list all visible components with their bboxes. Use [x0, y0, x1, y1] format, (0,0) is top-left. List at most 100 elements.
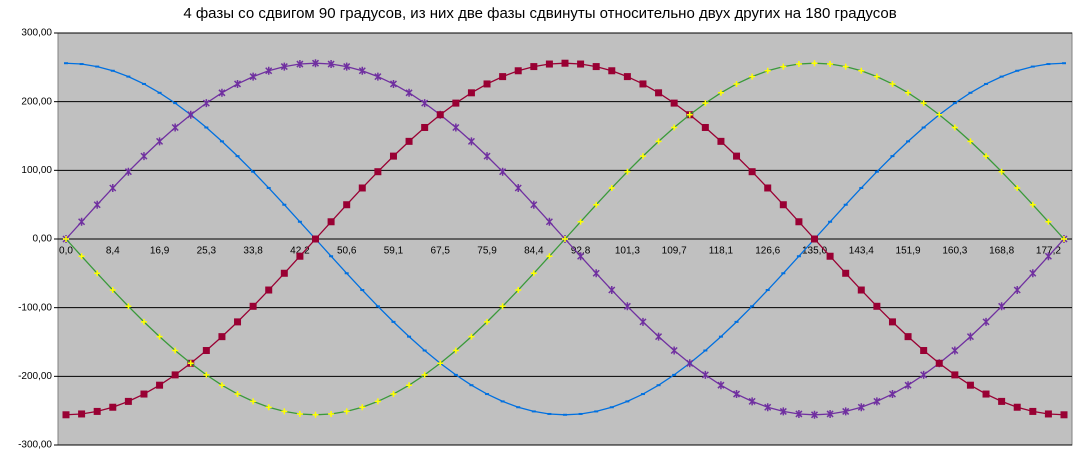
marker	[467, 137, 475, 146]
y-tick-label: 100,00	[21, 165, 52, 176]
marker	[826, 409, 834, 418]
marker	[983, 153, 990, 160]
marker	[717, 137, 725, 145]
marker	[701, 370, 709, 379]
marker	[1013, 403, 1021, 411]
marker	[78, 410, 86, 418]
marker	[421, 99, 429, 108]
marker	[966, 332, 974, 341]
marker	[452, 123, 460, 132]
marker	[265, 66, 273, 75]
marker	[545, 60, 553, 68]
x-tick-label: 118,1	[709, 246, 734, 257]
marker	[156, 381, 164, 389]
marker	[593, 201, 600, 208]
marker	[78, 217, 86, 226]
marker	[904, 333, 912, 341]
marker	[281, 408, 288, 415]
marker	[62, 411, 70, 419]
marker	[312, 411, 319, 418]
marker	[967, 138, 974, 145]
y-tick-label: 200,00	[21, 96, 52, 107]
x-tick-label: 143,4	[849, 246, 874, 257]
marker	[982, 317, 990, 326]
marker	[359, 404, 366, 411]
marker	[280, 269, 288, 277]
marker	[562, 236, 568, 242]
marker	[234, 79, 242, 88]
marker	[483, 152, 491, 161]
marker	[810, 410, 819, 419]
marker	[296, 252, 304, 260]
marker	[561, 59, 569, 67]
marker	[826, 252, 834, 260]
marker	[436, 111, 444, 119]
x-tick-label: 25,3	[197, 246, 217, 257]
y-tick-label: -100,00	[18, 302, 52, 313]
marker	[93, 200, 101, 209]
marker	[733, 80, 740, 87]
marker	[857, 403, 865, 412]
marker	[1029, 407, 1037, 415]
marker	[842, 269, 850, 277]
marker	[94, 270, 101, 277]
marker	[202, 347, 210, 355]
marker	[1014, 184, 1021, 191]
marker	[109, 287, 116, 294]
marker	[608, 184, 615, 191]
marker	[93, 407, 101, 415]
y-tick-label: -200,00	[18, 371, 52, 382]
marker	[639, 317, 647, 326]
x-tick-label: 84,4	[524, 246, 544, 257]
x-tick-label: 151,9	[896, 246, 921, 257]
marker	[920, 100, 927, 107]
marker	[328, 410, 335, 417]
marker	[655, 332, 663, 341]
marker	[358, 184, 366, 192]
marker	[827, 61, 834, 68]
marker	[936, 111, 943, 118]
marker	[1029, 269, 1037, 278]
marker	[389, 79, 397, 88]
x-tick-label: 109,7	[662, 246, 687, 257]
marker	[234, 391, 241, 398]
marker	[639, 80, 647, 88]
x-tick-label: 42,2	[290, 246, 310, 257]
marker	[1061, 236, 1067, 242]
x-tick-label: 33,8	[243, 246, 263, 257]
marker	[966, 381, 974, 389]
x-tick-label: 50,6	[337, 246, 357, 257]
marker	[405, 88, 413, 97]
marker	[608, 286, 616, 295]
marker	[951, 346, 959, 355]
marker	[904, 381, 912, 390]
marker	[624, 168, 631, 175]
marker	[171, 371, 179, 379]
marker	[749, 73, 756, 80]
marker	[140, 390, 148, 398]
marker	[311, 59, 320, 68]
marker	[296, 410, 303, 417]
marker	[889, 80, 896, 87]
marker	[686, 359, 694, 368]
marker	[187, 360, 194, 367]
marker	[514, 183, 522, 192]
marker	[515, 287, 522, 294]
marker	[733, 152, 741, 160]
x-tick-label: 126,6	[755, 246, 780, 257]
marker	[764, 67, 771, 74]
marker	[140, 152, 148, 161]
marker	[982, 390, 990, 398]
marker	[63, 236, 69, 242]
series	[64, 62, 1066, 416]
y-tick-label: 0,00	[33, 234, 53, 245]
marker	[218, 88, 226, 97]
marker	[389, 152, 397, 160]
series	[62, 59, 1068, 419]
marker	[857, 286, 865, 294]
marker	[78, 253, 85, 260]
chart-title: 4 фазы со сдвигом 90 градусов, из них дв…	[183, 5, 896, 22]
marker	[358, 66, 366, 75]
marker	[655, 89, 663, 97]
marker	[998, 397, 1006, 405]
